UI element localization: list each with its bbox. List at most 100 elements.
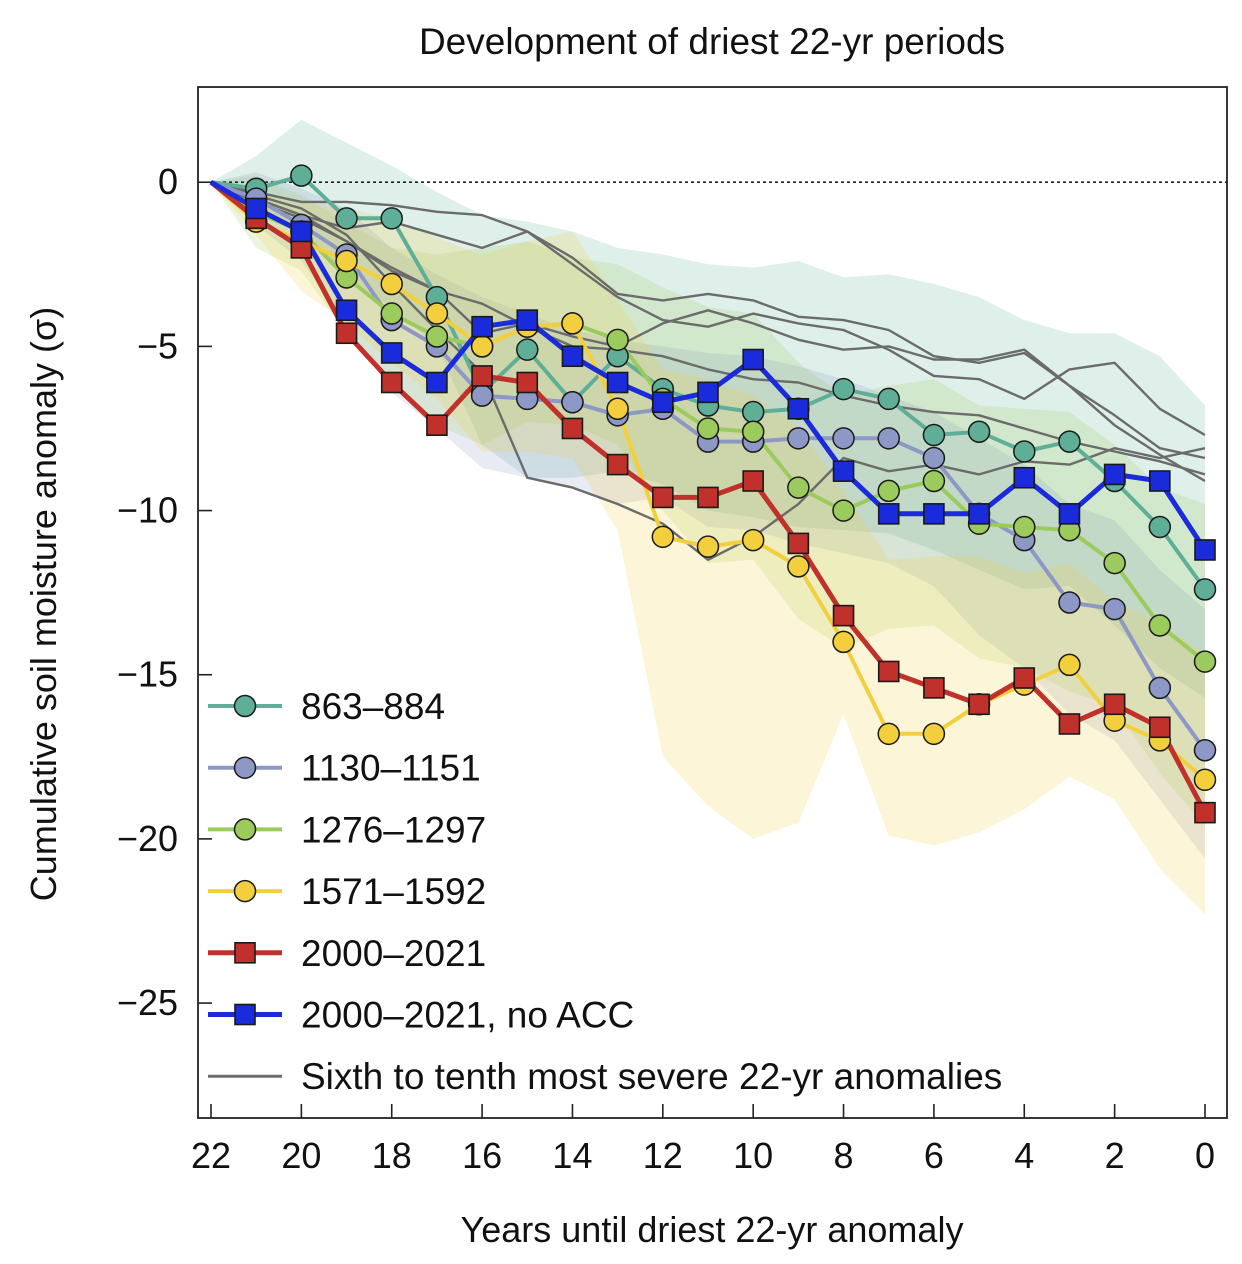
legend-item-sixth-to-tenth-most-severe-22-yr-anomalies: Sixth to tenth most severe 22-yr anomali… [208, 1056, 1002, 1097]
point-2000-2021-no-acc [380, 342, 403, 364]
point-2000-2021 [652, 486, 674, 509]
point-2000-2021-no-acc [832, 460, 855, 482]
x-tick-label: 18 [372, 1135, 412, 1176]
point-2000-2021-no-acc [787, 397, 810, 420]
x-tick-label: 14 [552, 1135, 592, 1176]
point-2000-2021-no-acc [471, 315, 493, 338]
point-1571-1592 [787, 555, 810, 578]
point-2000-2021-no-acc [561, 345, 584, 368]
x-tick-label: 22 [191, 1135, 231, 1176]
point-1571-1592 [561, 312, 584, 335]
x-tick-label: 10 [733, 1135, 773, 1176]
point-2000-2021-no-acc [516, 309, 539, 331]
point-1276-1297 [1103, 551, 1126, 575]
series-markers [244, 164, 1217, 824]
point-863-884 [380, 207, 403, 230]
point-1276-1297 [380, 302, 403, 325]
legend-label: 1571–1592 [301, 871, 486, 912]
point-2000-2021 [1013, 667, 1036, 689]
legend-item-1276-1297: 1276–1297 [208, 809, 486, 850]
point-1130-1151 [561, 390, 584, 414]
gray-line-4 [210, 181, 1206, 460]
point-2000-2021-no-acc [742, 348, 764, 371]
plot-frame [197, 86, 1228, 1119]
y-axis: 0 −5 −10 −15 −20 −25 [117, 161, 212, 1023]
legend-item-1571-1592: 1571–1592 [208, 871, 486, 912]
point-1130-1151 [1058, 591, 1081, 614]
legend-item-2000-2021-no-acc: 2000–2021, no ACC [208, 995, 634, 1036]
point-1571-1592 [696, 535, 720, 558]
point-1571-1592 [335, 249, 358, 273]
point-2000-2021-no-acc [923, 503, 945, 525]
point-2000-2021-no-acc [1194, 539, 1216, 561]
legend-marker [233, 756, 257, 779]
markers-2000-2021-no-acc [245, 197, 1216, 561]
legend-marker [233, 879, 257, 903]
legend-label: Sixth to tenth most severe 22-yr anomali… [301, 1056, 1002, 1097]
x-tick-label: 2 [1105, 1135, 1125, 1176]
point-1130-1151 [832, 427, 855, 450]
point-1130-1151 [922, 446, 946, 470]
chart-title: Development of driest 22-yr periods [419, 21, 1005, 62]
gray-line-5 [210, 181, 1206, 561]
legend-marker [234, 1003, 256, 1026]
y-tick-label: −10 [117, 490, 178, 531]
point-2000-2021 [380, 371, 403, 394]
gray-line-2 [210, 181, 1206, 483]
legend-label: 1276–1297 [301, 809, 486, 850]
legend-item-1130-1151: 1130–1151 [208, 748, 481, 789]
point-2000-2021-no-acc [1058, 503, 1081, 525]
point-2000-2021 [923, 677, 945, 699]
point-2000-2021-no-acc [877, 503, 900, 525]
y-tick-label: −20 [117, 818, 178, 859]
y-tick-label: −25 [117, 982, 178, 1023]
x-axis-title: Years until driest 22-yr anomaly [461, 1209, 964, 1250]
y-tick-label: 0 [158, 161, 178, 202]
y-tick-label: −15 [117, 654, 178, 695]
point-2000-2021 [516, 371, 539, 394]
point-2000-2021-no-acc [1013, 466, 1036, 489]
point-1571-1592 [425, 302, 449, 325]
legend-marker [234, 941, 256, 964]
point-2000-2021 [1058, 713, 1081, 735]
x-tick-label: 16 [462, 1135, 502, 1176]
point-1276-1297 [1193, 650, 1217, 673]
legend-item-2000-2021: 2000–2021 [208, 933, 486, 974]
point-2000-2021 [426, 414, 448, 436]
point-2000-2021-no-acc [290, 220, 313, 243]
legend-marker [233, 694, 257, 718]
point-2000-2021 [1149, 716, 1171, 739]
point-1571-1592 [877, 722, 900, 746]
point-863-884 [1193, 578, 1217, 601]
point-2000-2021-no-acc [426, 371, 448, 394]
point-2000-2021-no-acc [697, 381, 719, 404]
point-2000-2021 [1103, 693, 1126, 716]
point-1276-1297 [1013, 515, 1036, 539]
point-863-884 [1058, 430, 1081, 453]
point-2000-2021 [877, 660, 900, 683]
point-863-884 [1148, 515, 1172, 539]
confidence-bands [211, 119, 1205, 915]
y-tick-label: −5 [137, 325, 178, 366]
x-tick-label: 12 [643, 1135, 683, 1176]
legend-label: 2000–2021 [301, 933, 486, 974]
point-2000-2021-no-acc [245, 197, 267, 220]
point-863-884 [1013, 440, 1036, 463]
point-1130-1151 [1103, 597, 1126, 621]
legend-marker [233, 818, 257, 841]
legend-label: 2000–2021, no ACC [301, 995, 634, 1036]
point-2000-2021-no-acc [968, 503, 990, 525]
point-1130-1151 [787, 427, 810, 450]
point-2000-2021 [968, 693, 990, 716]
point-2000-2021 [471, 365, 493, 387]
gray-line-3 [210, 181, 1206, 437]
point-1571-1592 [606, 397, 629, 421]
point-863-884 [967, 420, 991, 444]
x-axis: 22 20 18 16 14 12 10 8 6 4 2 0 [191, 1104, 1215, 1176]
point-1276-1297 [696, 417, 720, 440]
point-1571-1592 [1058, 653, 1081, 677]
point-2000-2021-no-acc [1149, 470, 1171, 492]
point-1276-1297 [922, 469, 946, 493]
point-2000-2021 [832, 604, 855, 627]
